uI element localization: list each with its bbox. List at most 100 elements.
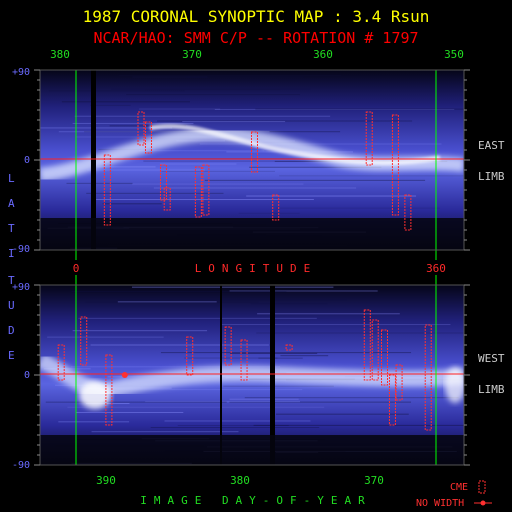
texture-streak: [98, 389, 303, 391]
texture-streak: [117, 299, 347, 301]
east-limb-label: LIMB: [478, 170, 505, 183]
texture-streak: [66, 182, 133, 184]
texture-streak: [229, 401, 412, 403]
texture-streak: [160, 352, 412, 354]
texture-streak: [71, 291, 287, 293]
lat-letter: L: [8, 172, 15, 185]
texture-streak: [255, 108, 464, 110]
top-tick-label: 370: [182, 48, 202, 61]
cme-marker: [272, 194, 280, 221]
cme-marker: [57, 344, 65, 381]
texture-streak: [275, 207, 441, 209]
texture-streak: [67, 406, 325, 408]
lat-tick-label: 0: [24, 155, 30, 166]
texture-streak: [276, 413, 409, 415]
cme-marker: [395, 364, 403, 401]
cme-marker: [163, 187, 171, 211]
texture-streak: [246, 195, 417, 197]
texture-streak: [86, 402, 130, 404]
dark-bottom-west: [40, 435, 464, 465]
texture-streak: [153, 187, 357, 189]
cme-marker: [224, 326, 232, 366]
top-longitude-tick-labels: 380 370 360 350: [50, 48, 464, 61]
legend: CME NO WIDTH: [416, 480, 492, 509]
dark-bottom-east: [40, 218, 464, 250]
lat-letter: A: [8, 197, 15, 210]
texture-streak: [138, 150, 265, 152]
texture-streak: [186, 76, 304, 78]
texture-streak: [238, 212, 300, 214]
texture-streak: [258, 357, 303, 359]
texture-streak: [90, 344, 269, 346]
texture-streak: [47, 336, 164, 338]
texture-streak: [72, 122, 194, 124]
no-width-marker: [121, 372, 128, 378]
data-gap-west-thin: [220, 285, 222, 465]
map-subtitle: NCAR/HAO: SMM C/P -- ROTATION # 1797: [93, 29, 418, 47]
cme-marker: [240, 339, 248, 381]
cme-marker: [388, 374, 396, 426]
texture-streak: [257, 313, 400, 315]
texture-streak: [177, 425, 289, 426]
texture-streak: [139, 108, 221, 110]
cme-marker: [250, 131, 258, 173]
west-label: WEST: [478, 352, 505, 365]
texture-streak: [45, 401, 227, 403]
texture-streak: [223, 385, 334, 387]
day-tick-label: 380: [230, 474, 250, 487]
texture-streak: [48, 90, 185, 92]
texture-streak: [229, 290, 378, 292]
cme-marker: [144, 121, 152, 154]
legend-no-width-label: NO WIDTH: [416, 498, 464, 509]
cme-marker: [363, 309, 371, 381]
data-gap-west: [270, 285, 275, 465]
cme-marker: [424, 324, 432, 431]
cme-marker: [391, 114, 399, 216]
texture-streak: [87, 169, 205, 171]
cme-marker: [365, 111, 373, 166]
cme-marker: [105, 354, 113, 426]
cme-marker: [103, 154, 111, 226]
east-cme-markers: [103, 111, 412, 231]
east-panel-ticks: [34, 69, 470, 251]
top-tick-label: 380: [50, 48, 70, 61]
cme-marker: [80, 316, 88, 366]
texture-streak: [253, 424, 464, 426]
texture-streak: [102, 203, 162, 205]
cme-marker: [285, 344, 293, 351]
west-limb-panel: [34, 275, 470, 466]
texture-streak: [221, 324, 451, 326]
texture-streak: [160, 163, 237, 165]
texture-streak: [78, 317, 317, 319]
cme-marker: [202, 164, 210, 216]
texture-streak: [90, 104, 131, 106]
texture-streak: [244, 397, 459, 399]
texture-streak: [91, 431, 239, 433]
cme-marker: [186, 336, 194, 376]
lat-letter: I: [8, 247, 15, 260]
texture-streak: [150, 427, 320, 429]
map-title: 1987 CORONAL SYNOPTIC MAP : 3.4 Rsun: [83, 7, 430, 26]
day-tick-label: 390: [96, 474, 116, 487]
latitude-vertical-label: L A T I T U D E: [8, 172, 15, 362]
texture-streak: [111, 88, 311, 90]
texture-streak: [161, 170, 275, 172]
lat-tick-label: 0: [24, 370, 30, 381]
texture-streak: [229, 398, 299, 400]
cme-marker: [159, 164, 167, 201]
texture-streak: [61, 101, 190, 103]
longitude-axis-title: LONGITUDE: [195, 262, 318, 275]
texture-streak: [75, 136, 226, 138]
longitude-0-label: 0: [73, 262, 80, 275]
lat-letter: E: [8, 349, 15, 362]
cme-marker: [194, 166, 202, 218]
cme-marker: [381, 329, 388, 386]
lat-letter: U: [8, 299, 15, 312]
lat-tick-label: -90: [12, 244, 30, 255]
texture-streak: [97, 166, 156, 168]
legend-cme-swatch: [478, 480, 486, 494]
texture-streak: [157, 120, 413, 122]
cme-marker: [371, 319, 379, 381]
texture-streak: [58, 131, 270, 133]
